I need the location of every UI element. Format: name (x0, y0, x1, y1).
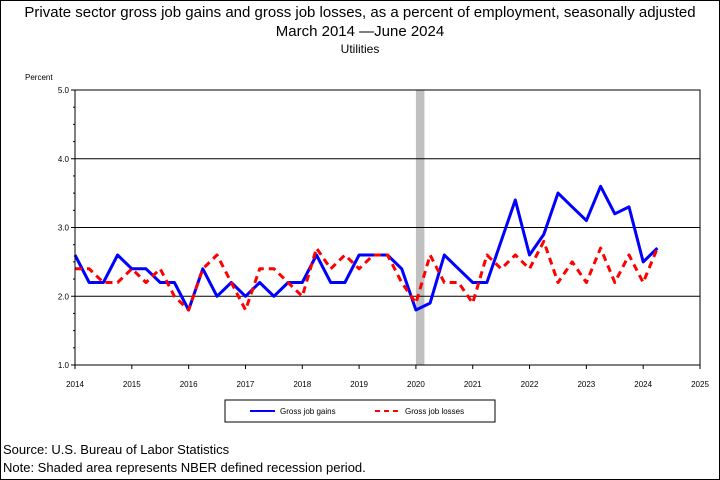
x-tick-label: 2020 (407, 380, 425, 389)
recession-note: Note: Shaded area represents NBER define… (3, 460, 366, 475)
source-note: Source: U.S. Bureau of Labor Statistics (3, 442, 230, 457)
x-tick-label: 2017 (237, 380, 255, 389)
legend-label-losses: Gross job losses (405, 407, 464, 416)
axis-layer: 1.0 2.0 3.0 4.0 5.0 Percent 2014 2015 2016 2017 20… (25, 73, 709, 389)
title-block: Private sector gross job gains and gross… (0, 3, 720, 57)
y-tick-label: 1.0 (58, 361, 70, 370)
plot-area (74, 89, 701, 366)
gross-job-gains-line (73, 184, 659, 312)
x-tick-label: 2014 (66, 380, 84, 389)
y-tick-label: 2.0 (58, 292, 70, 301)
chart-subtitle: Utilities (340, 42, 380, 56)
legend-box (224, 399, 496, 423)
legend: Gross job gains Gross job losses (224, 399, 496, 423)
legend-label-gains: Gross job gains (280, 407, 336, 416)
y-tick-label: 4.0 (58, 155, 70, 164)
x-tick-label: 2016 (180, 380, 198, 389)
chart-date-range: March 2014 —June 2024 (275, 23, 445, 40)
y-tick-label: 3.0 (58, 224, 70, 233)
grid-layer (75, 89, 700, 366)
x-tick-label: 2022 (521, 380, 539, 389)
x-tick-label: 2015 (123, 380, 141, 389)
x-tick-label: 2019 (350, 380, 368, 389)
x-tick-label: 2023 (577, 380, 595, 389)
y-tick-label: 5.0 (58, 86, 70, 95)
gross-job-losses-line (75, 239, 659, 312)
chart-title: Private sector gross job gains and gross… (24, 4, 696, 21)
x-tick-label: 2018 (293, 380, 311, 389)
x-tick-label: 2021 (464, 380, 482, 389)
series-layer (73, 184, 659, 312)
y-axis-label: Percent (25, 73, 53, 82)
x-tick-label: 2025 (691, 380, 709, 389)
x-tick-label: 2024 (634, 380, 652, 389)
